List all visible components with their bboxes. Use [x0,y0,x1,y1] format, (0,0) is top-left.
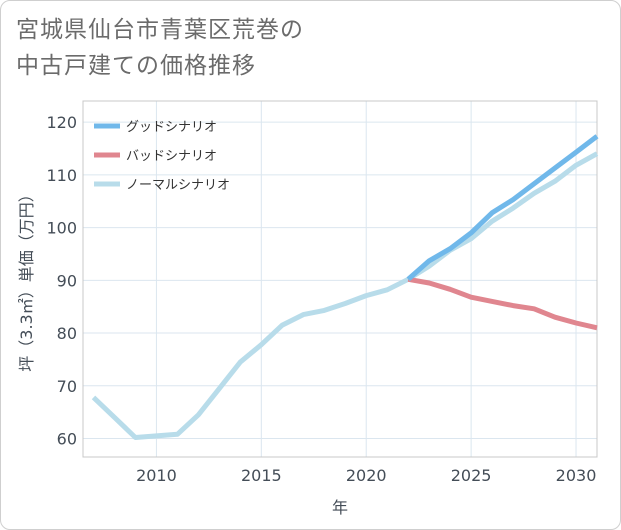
y-tick-label: 70 [57,377,77,396]
grid-lines [83,101,597,457]
legend-label: バッドシナリオ [126,149,217,164]
chart-title: 宮城県仙台市青葉区荒巻の 中古戸建ての価格推移 [16,12,304,84]
y-tick-label: 60 [57,430,77,449]
x-tick-label: 2015 [241,466,282,485]
x-tick-label: 2025 [451,466,492,485]
x-axis-ticks: 2010 2015 2020 2025 2030 [136,466,596,485]
chart-title-line-2: 中古戸建ての価格推移 [16,53,256,79]
y-axis-ticks: 60 70 80 90 100 110 120 [46,113,77,448]
series-lines [91,134,599,440]
y-tick-label: 100 [46,219,77,238]
x-tick-label: 2010 [136,466,177,485]
series-line-normal [91,151,599,440]
y-tick-label: 110 [46,166,77,185]
plot-frame [82,100,598,458]
x-tick-label: 2030 [556,466,597,485]
legend-label: ノーマルシナリオ [126,178,230,193]
x-tick-label: 2020 [346,466,387,485]
y-axis-label: 坪（3.3㎡）単価（万円） [17,186,36,371]
y-tick-label: 90 [57,271,77,290]
y-tick-label: 80 [57,324,77,343]
y-tick-label: 120 [46,113,77,132]
legend-label: グッドシナリオ [126,120,217,135]
series-line-good [406,134,599,282]
x-axis-label: 年 [332,498,348,517]
series-line-bad [407,276,598,331]
chart-title-line-1: 宮城県仙台市青葉区荒巻の [16,17,304,43]
